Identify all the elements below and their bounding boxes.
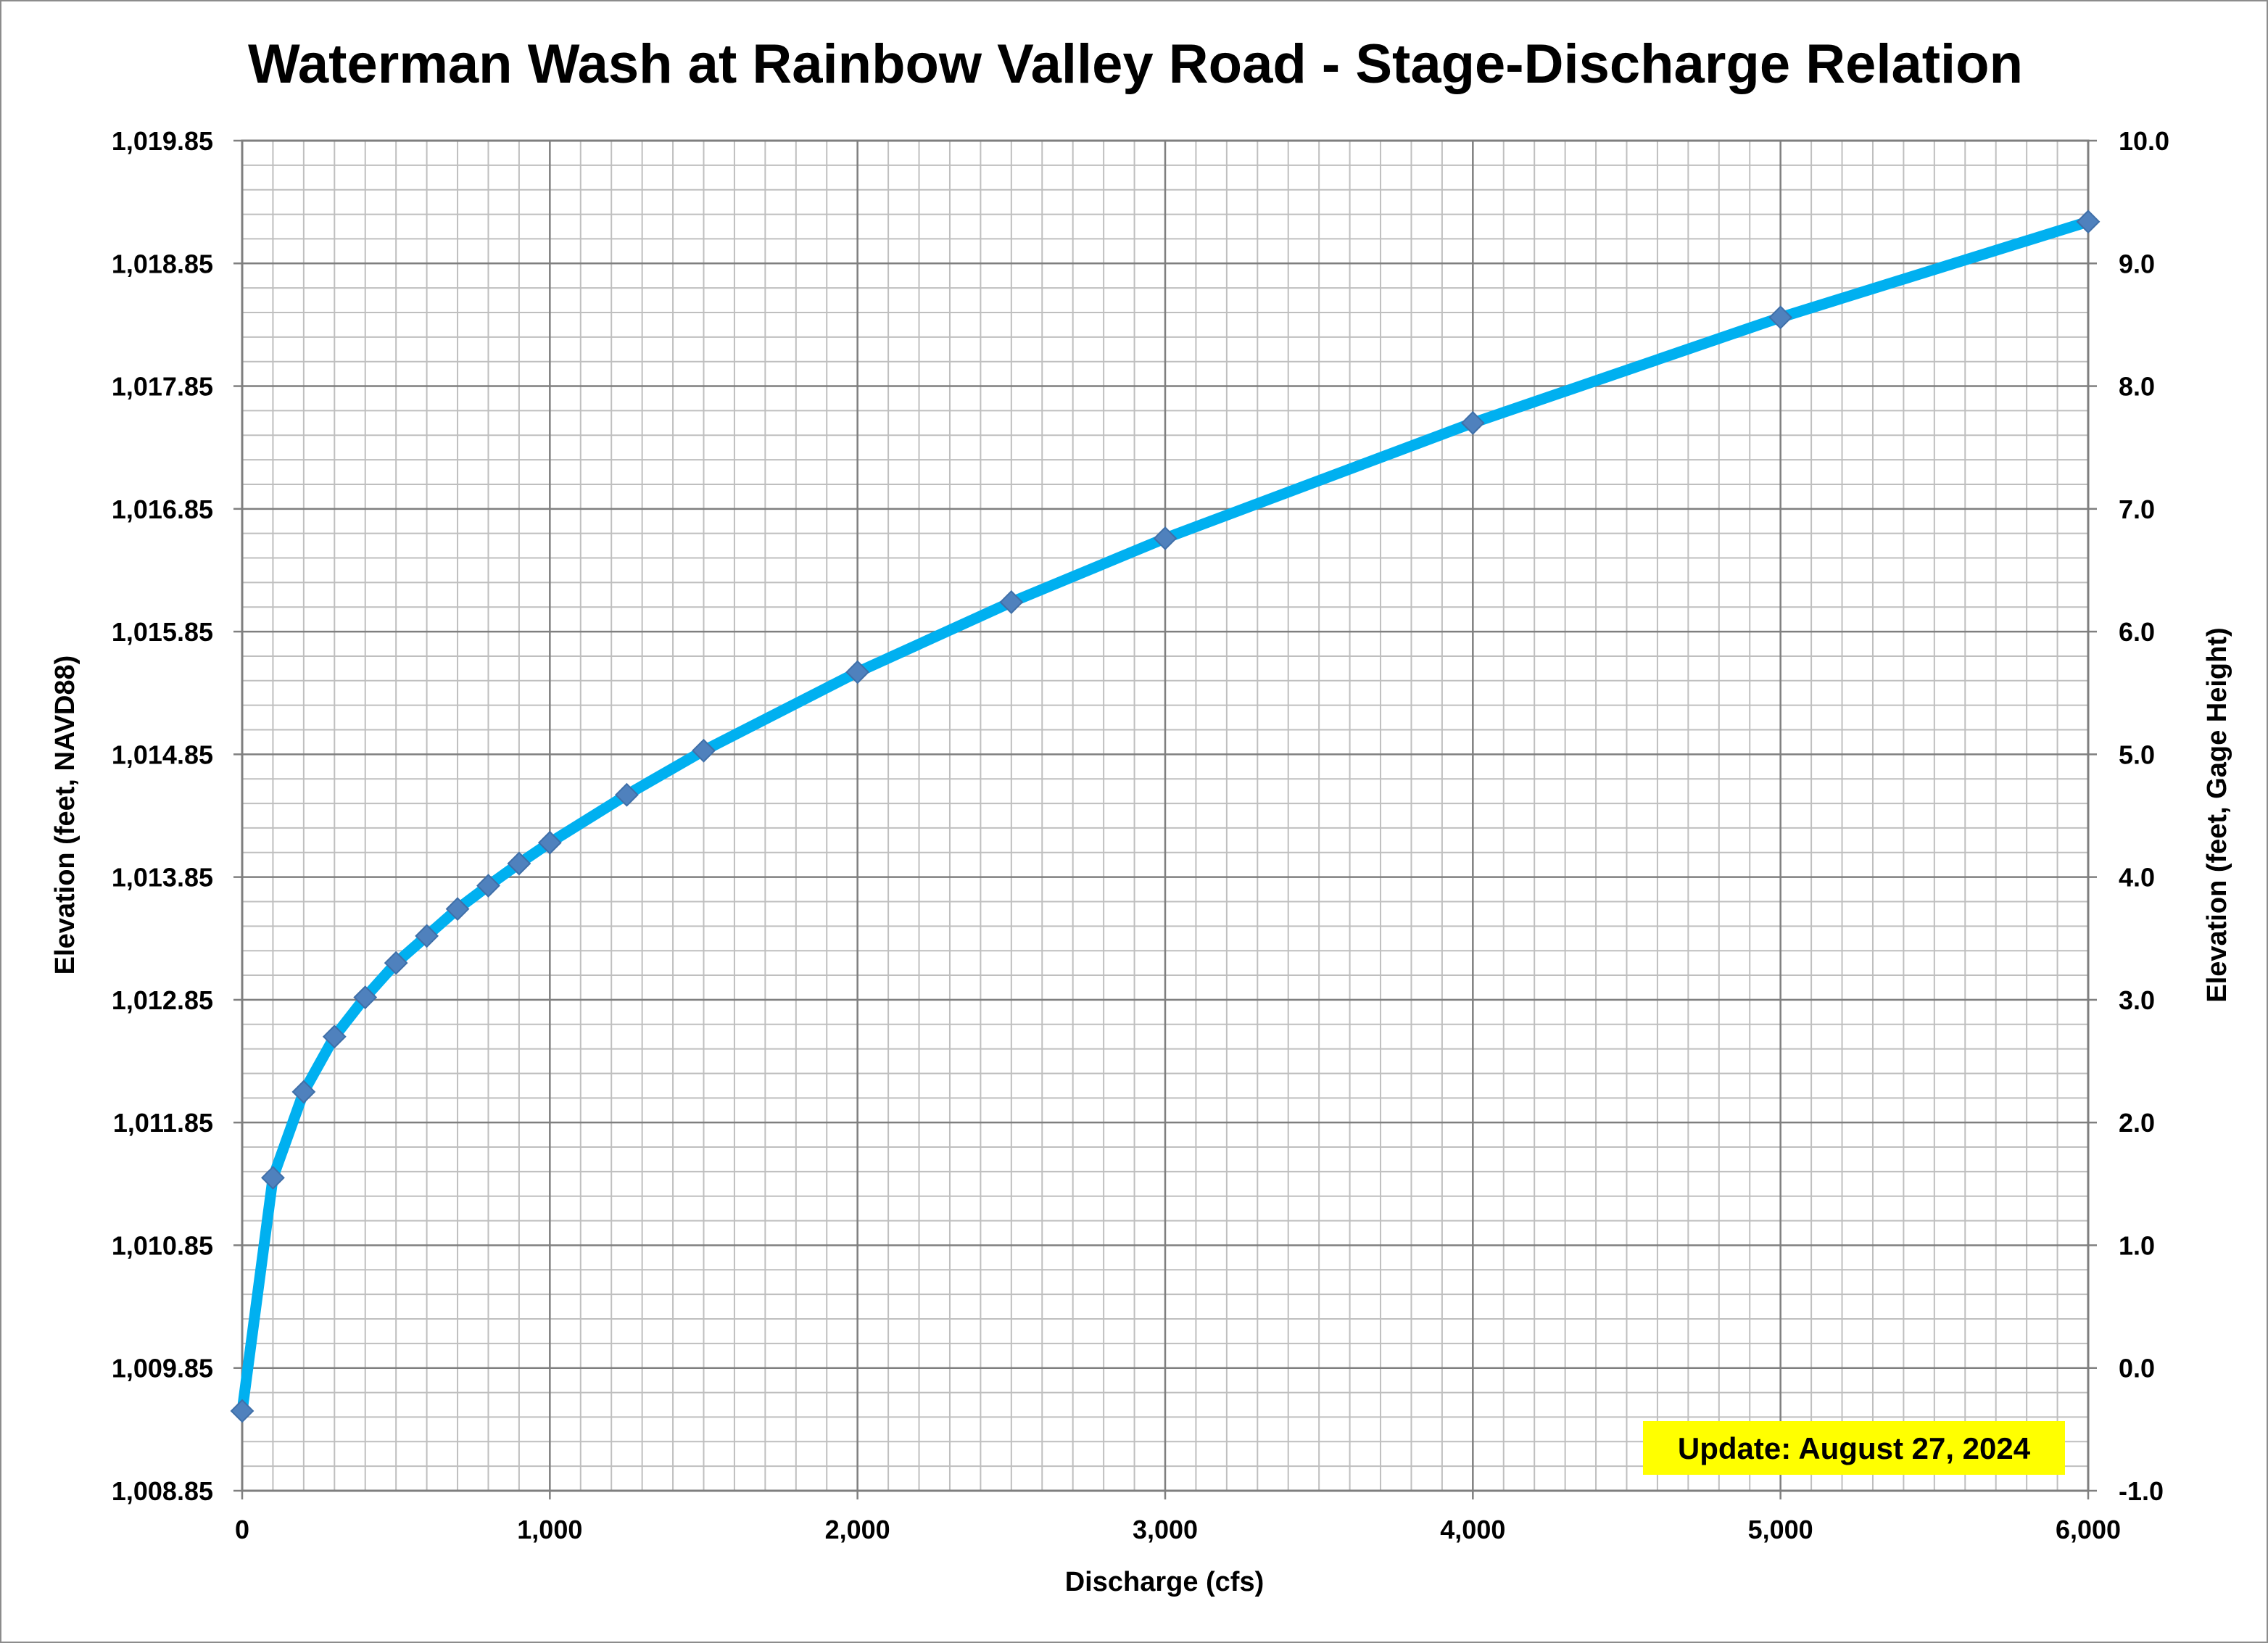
y-tick-label: 1,018.85 [112, 249, 213, 278]
y-tick-label: 1,016.85 [112, 494, 213, 524]
update-note-background [1643, 1421, 2065, 1475]
data-point-marker [507, 851, 531, 876]
update-note-text: Update: August 27, 2024 [1678, 1431, 2031, 1465]
data-point-marker [1460, 410, 1485, 435]
data-point-marker [476, 874, 500, 898]
y2-tick-label: 1.0 [2119, 1230, 2155, 1260]
data-point-marker [384, 951, 408, 975]
y-tick-label: 1,008.85 [112, 1476, 213, 1506]
x-tick-label: 2,000 [825, 1515, 890, 1544]
x-tick-label: 5,000 [1748, 1515, 1813, 1544]
y-tick-label: 1,010.85 [112, 1230, 213, 1260]
y2-tick-label: 3.0 [2119, 985, 2155, 1015]
y2-axis-title: Elevation (feet, Gage Height) [2202, 627, 2232, 1002]
y2-tick-label: 9.0 [2119, 249, 2155, 278]
update-note: Update: August 27, 2024 [1643, 1421, 2065, 1475]
data-point-marker [692, 738, 716, 763]
data-point-marker [230, 1399, 254, 1423]
y-tick-label: 1,009.85 [112, 1354, 213, 1383]
y2-tick-label: 4.0 [2119, 863, 2155, 893]
data-point-marker [999, 590, 1024, 614]
y2-tick-label: 6.0 [2119, 617, 2155, 647]
data-point-marker [353, 985, 378, 1009]
data-point-marker [1768, 305, 1793, 330]
y-tick-label: 1,014.85 [112, 740, 213, 769]
y2-tick-label: 8.0 [2119, 372, 2155, 402]
y2-tick-label: 10.0 [2119, 126, 2169, 156]
y-tick-label: 1,019.85 [112, 126, 213, 156]
data-point-marker [415, 924, 439, 948]
data-point-marker [615, 782, 639, 807]
x-tick-label: 3,000 [1133, 1515, 1198, 1544]
y-tick-label: 1,017.85 [112, 372, 213, 402]
data-point-marker [322, 1025, 347, 1049]
data-point-marker [845, 660, 870, 684]
x-tick-label: 4,000 [1440, 1515, 1505, 1544]
data-point-marker [445, 897, 470, 922]
x-tick-label: 6,000 [2056, 1515, 2121, 1544]
series-layer [230, 210, 2101, 1423]
data-point-marker [261, 1165, 285, 1190]
y-tick-label: 1,012.85 [112, 985, 213, 1015]
tick-labels: 1,008.85 1,009.85 1,010.85 1,011.85 1,012.85… [112, 126, 2169, 1544]
y-tick-label: 1,013.85 [112, 863, 213, 893]
y-axis-title: Elevation (feet, NAVD88) [50, 655, 80, 975]
y-tick-label: 1,011.85 [113, 1108, 213, 1138]
y2-tick-label: -1.0 [2119, 1476, 2164, 1506]
data-point-marker [291, 1080, 316, 1104]
x-tick-label: 0 [235, 1515, 249, 1544]
y2-tick-label: 2.0 [2119, 1108, 2155, 1138]
chart-title: Waterman Wash at Rainbow Valley Road - S… [248, 33, 2023, 95]
x-tick-label: 1,000 [517, 1515, 582, 1544]
data-point-marker [2076, 210, 2101, 234]
data-point-marker [537, 830, 562, 855]
y2-tick-label: 0.0 [2119, 1354, 2155, 1383]
y2-tick-label: 7.0 [2119, 494, 2155, 524]
y2-tick-label: 5.0 [2119, 740, 2155, 769]
data-point-marker [1153, 526, 1178, 550]
x-axis-title: Discharge (cfs) [1065, 1567, 1265, 1597]
y-tick-label: 1,015.85 [112, 617, 213, 647]
grid-layer [233, 139, 2097, 1499]
